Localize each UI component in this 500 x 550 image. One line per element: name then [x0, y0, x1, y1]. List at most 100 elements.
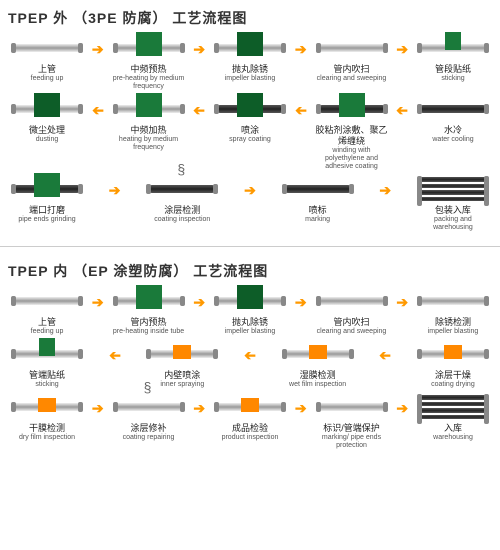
process-step: 管内吹扫clearing and sweeping	[313, 34, 391, 83]
pipe-illustration	[316, 95, 388, 123]
pipe-illustration	[417, 393, 489, 421]
process-step: 干膜检测dry film inspection	[8, 393, 86, 442]
step-label-cn: 管段贴纸	[435, 64, 471, 75]
step-label-cn: 涂层修补	[130, 423, 166, 434]
process-row: 管端贴纸sticking ➔ 内壁喷涂inner spraying ➔ 湿膜检测wet …	[8, 340, 492, 389]
pipe-illustration	[113, 287, 185, 315]
step-label-en: impeller blasting	[225, 75, 276, 83]
pipe-illustration	[146, 340, 218, 368]
process-step: 管内预热pre-heating inside tube	[110, 287, 188, 336]
step-label-en: pipe ends grinding	[18, 216, 75, 224]
flow-arrow-icon: ➔	[90, 97, 106, 123]
process-step: 成品检验product inspection	[211, 393, 289, 442]
process-step: 管内吹扫clearing and sweeping	[313, 287, 391, 336]
pipe-illustration	[417, 175, 489, 203]
step-label-cn: 中频预热	[130, 64, 166, 75]
step-label-cn: 水冷	[444, 125, 462, 136]
step-label-en: impeller blasting	[428, 328, 479, 336]
process-row: 上管feeding up➔管内预热pre-heating inside tube…	[8, 287, 492, 336]
step-label-en: water cooling	[432, 136, 473, 144]
step-label-en: winding with polyethylene and adhesive c…	[313, 147, 391, 171]
pipe-illustration	[146, 175, 218, 203]
process-step: 喷标marking	[279, 175, 357, 224]
step-label-en: warehousing	[433, 434, 473, 442]
process-step: 除锈检测impeller blasting	[414, 287, 492, 336]
process-step: 上管feeding up	[8, 287, 86, 336]
step-label-cn: 胶粘剂涂敷、聚乙烯缠绕	[313, 125, 391, 147]
step-label-cn: 标识/管端保护	[323, 423, 380, 434]
process-step: 抛丸除锈impeller blasting	[211, 287, 289, 336]
pipe-illustration	[417, 34, 489, 62]
step-label-cn: 湿膜检测	[300, 370, 336, 381]
pipe-illustration	[417, 95, 489, 123]
section-title: TPEP 外 （3PE 防腐） 工艺流程图	[8, 8, 492, 28]
pipe-illustration	[11, 95, 83, 123]
pipe-illustration	[214, 95, 286, 123]
flow-arrow-icon: ➔	[293, 289, 309, 315]
step-label-cn: 端口打磨	[29, 205, 65, 216]
flow-arrow-icon: ➔	[90, 289, 106, 315]
pipe-illustration	[214, 34, 286, 62]
step-label-cn: 除锈检测	[435, 317, 471, 328]
step-label-cn: 微尘处理	[29, 125, 65, 136]
process-step: 水冷water cooling	[414, 95, 492, 144]
pipe-illustration	[113, 95, 185, 123]
step-label-en: marking/ pipe ends protection	[313, 434, 391, 450]
pipe-illustration	[11, 287, 83, 315]
process-step: 标识/管端保护marking/ pipe ends protection	[313, 393, 391, 450]
step-label-en: heating by medium frequency	[110, 136, 188, 152]
pipe-illustration	[316, 287, 388, 315]
pipe-illustration	[113, 34, 185, 62]
step-label-en: packing and warehousing	[414, 216, 492, 232]
process-step: 涂层干燥coating drying	[414, 340, 492, 389]
flow-arrow-icon: ➔	[191, 289, 207, 315]
flow-arrow-icon: ➔	[394, 289, 410, 315]
step-label-en: pre-heating by medium frequency	[110, 75, 188, 91]
process-row: 端口打磨pipe ends grinding➔涂层检测coating inspe…	[8, 175, 492, 232]
flow-arrow-icon: ➔	[377, 342, 393, 368]
pipe-illustration	[417, 340, 489, 368]
process-step: 上管feeding up	[8, 34, 86, 83]
step-label-cn: 上管	[38, 317, 56, 328]
process-step: 湿膜检测wet film inspection	[279, 340, 357, 389]
step-label-cn: 干膜检测	[29, 423, 65, 434]
step-label-cn: 管端贴纸	[29, 370, 65, 381]
flow-arrow-icon: ➔	[394, 36, 410, 62]
process-step: 胶粘剂涂敷、聚乙烯缠绕winding with polyethylene and…	[313, 95, 391, 171]
flow-arrow-icon: ➔	[293, 395, 309, 421]
process-step: 内壁喷涂inner spraying	[143, 340, 221, 389]
step-label-en: spray coating	[229, 136, 271, 144]
step-label-en: product inspection	[222, 434, 279, 442]
step-label-en: marking	[305, 216, 330, 224]
flow-section: TPEP 外 （3PE 防腐） 工艺流程图上管feeding up➔中频预热pr…	[0, 0, 500, 240]
pipe-illustration	[11, 393, 83, 421]
pipe-illustration	[11, 175, 83, 203]
flow-arrow-icon: ➔	[191, 97, 207, 123]
step-label-cn: 成品检验	[232, 423, 268, 434]
step-label-cn: 喷涂	[241, 125, 259, 136]
step-label-cn: 抛丸除锈	[232, 64, 268, 75]
flow-arrow-icon: ➔	[394, 97, 410, 123]
step-label-cn: 中频加热	[130, 125, 166, 136]
step-label-cn: 包装入库	[435, 205, 471, 216]
process-step: 包装入库packing and warehousing	[414, 175, 492, 232]
step-label-en: inner spraying	[160, 381, 204, 389]
step-label-cn: 涂层干燥	[435, 370, 471, 381]
process-row: 上管feeding up ➔ 中频预热pre-heating by medium f…	[8, 34, 492, 91]
section-title: TPEP 内 （EP 涂塑防腐） 工艺流程图	[8, 261, 492, 281]
pipe-illustration	[417, 287, 489, 315]
flow-arrow-icon: ➔	[191, 395, 207, 421]
step-label-en: clearing and sweeping	[317, 328, 387, 336]
pipe-illustration	[282, 175, 354, 203]
step-label-en: pre-heating inside tube	[113, 328, 184, 336]
process-step: 管端贴纸sticking	[8, 340, 86, 389]
step-label-en: clearing and sweeping	[317, 75, 387, 83]
process-step: 中频预热pre-heating by medium frequency	[110, 34, 188, 91]
step-label-cn: 管内吹扫	[333, 64, 369, 75]
flow-arrow-icon: ➔	[107, 342, 123, 368]
flow-arrow-icon: ➔	[90, 395, 106, 421]
step-label-cn: 管内预热	[130, 317, 166, 328]
process-step: 涂层检测coating inspection	[143, 175, 221, 224]
pipe-illustration	[214, 393, 286, 421]
step-label-en: feeding up	[31, 328, 64, 336]
